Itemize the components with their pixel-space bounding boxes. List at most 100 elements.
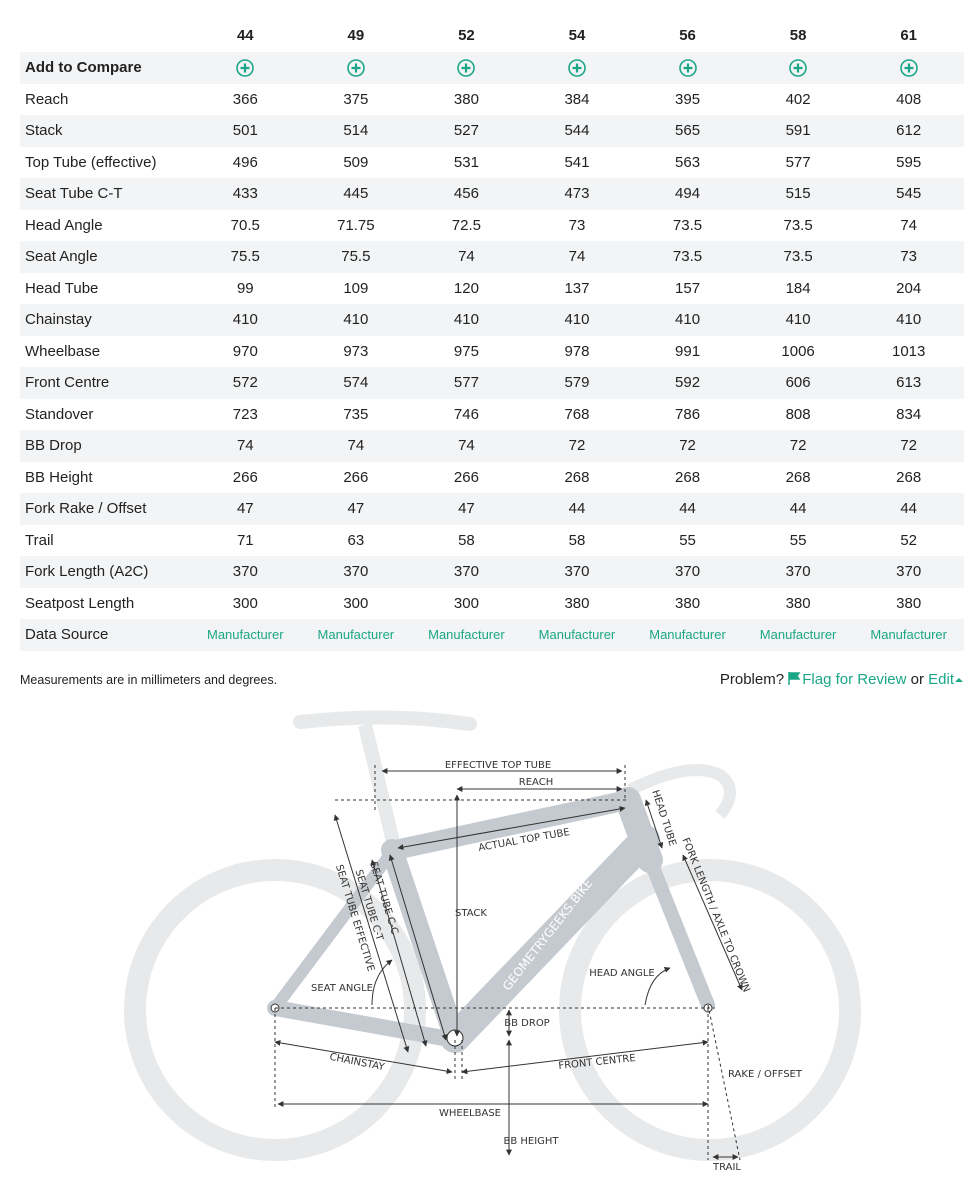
size-header: 44 (236, 26, 254, 44)
source-link[interactable]: Manufacturer (428, 627, 505, 643)
source-cell: Manufacturer (190, 619, 301, 651)
compare-row: Add to Compare (20, 52, 964, 84)
add-compare-button[interactable] (347, 58, 365, 77)
data-row: Head Tube 99 109 120 137 157 184 204 (20, 273, 964, 305)
data-row: Fork Rake / Offset 47 47 47 44 44 44 44 (20, 493, 964, 525)
value-cell: 47 (411, 493, 522, 525)
value-cell: 72 (632, 430, 743, 462)
add-compare-button[interactable] (568, 58, 586, 77)
flag-icon[interactable] (788, 672, 802, 685)
row-label: Seat Angle (20, 241, 190, 273)
value-cell: 410 (521, 304, 633, 336)
value-cell: 266 (453, 468, 479, 486)
value-cell: 157 (675, 279, 701, 297)
value-cell: 72.5 (451, 216, 481, 234)
value-cell: 58 (458, 531, 475, 549)
value-cell: 52 (900, 531, 918, 549)
value-cell: 370 (742, 556, 854, 588)
source-link[interactable]: Manufacturer (649, 627, 726, 643)
dim-label: BB HEIGHT (503, 1136, 559, 1147)
value-cell: 591 (742, 115, 854, 147)
value-cell: 380 (675, 594, 701, 612)
dim-label: WHEELBASE (439, 1108, 501, 1119)
value-cell: 408 (896, 90, 922, 108)
source-link[interactable]: Manufacturer (759, 627, 837, 643)
value-cell: 370 (300, 556, 412, 588)
value-cell: 268 (785, 468, 811, 486)
add-compare-button[interactable] (678, 58, 697, 77)
compare-cell (300, 52, 412, 84)
value-cell: 184 (785, 279, 811, 297)
size-header: 61 (900, 26, 918, 44)
value-cell: 410 (632, 304, 743, 336)
data-row: Head Angle 70.5 71.75 72.5 73 73.5 73.5 74 (20, 210, 964, 242)
data-row: Wheelbase 970 973 975 978 991 1006 1013 (20, 336, 964, 368)
source-link[interactable]: Manufacturer (206, 627, 284, 643)
value-cell: 606 (742, 367, 854, 399)
row-label: Stack (20, 115, 190, 147)
dim-label: HEAD ANGLE (589, 968, 655, 979)
value-cell: 514 (300, 115, 412, 147)
value-cell: 137 (564, 279, 590, 297)
value-cell: 545 (853, 178, 964, 210)
data-row: Standover 723 735 746 768 786 808 834 (20, 399, 964, 431)
value-cell: 768 (564, 405, 590, 423)
value-cell: 544 (521, 115, 633, 147)
value-cell: 410 (742, 304, 854, 336)
value-cell: 975 (453, 342, 479, 360)
source-link[interactable]: Manufacturer (317, 627, 395, 643)
caret-icon[interactable] (954, 676, 964, 684)
row-label: Top Tube (effective) (25, 153, 157, 171)
problem-text: Problem? (719, 671, 785, 688)
dim-label: STACK (455, 908, 487, 919)
value-cell: 970 (232, 342, 258, 360)
dim-label: REACH (519, 777, 553, 788)
compare-cell (521, 52, 633, 84)
value-cell: 456 (411, 178, 522, 210)
add-compare-button[interactable] (899, 58, 918, 77)
add-compare-button[interactable] (457, 58, 476, 77)
dim-label: TRAIL (712, 1162, 741, 1173)
row-label: Seatpost Length (25, 594, 135, 612)
size-header: 54 (568, 26, 586, 44)
edit-link[interactable]: Edit (928, 671, 954, 688)
add-compare-button[interactable] (236, 58, 255, 77)
value-cell: 44 (853, 493, 964, 525)
corner-cell (20, 18, 190, 52)
source-link[interactable]: Manufacturer (538, 627, 616, 643)
value-cell: 73.5 (672, 216, 703, 234)
data-row: BB Height 266 266 266 268 268 268 268 (20, 462, 964, 494)
value-cell: 834 (896, 405, 922, 423)
value-cell: 509 (343, 153, 369, 171)
flag-link[interactable]: Flag for Review (802, 671, 907, 688)
data-row: BB Drop 74 74 74 72 72 72 72 (20, 430, 964, 462)
data-row: Seatpost Length 300 300 300 380 380 380 380 (20, 588, 964, 620)
dim-label: CHAINSTAY (329, 1052, 387, 1074)
value-cell: 74 (900, 216, 918, 234)
value-cell: 786 (675, 405, 701, 423)
value-cell: 410 (411, 304, 522, 336)
value-cell: 300 (453, 594, 479, 612)
value-cell: 380 (453, 90, 479, 108)
value-cell: 370 (521, 556, 633, 588)
value-cell: 300 (343, 594, 369, 612)
source-link[interactable]: Manufacturer (870, 627, 947, 643)
value-cell: 44 (632, 493, 743, 525)
compare-cell (853, 52, 964, 84)
value-cell: 204 (896, 279, 922, 297)
geometry-diagram: EFFECTIVE TOP TUBE REACH HEAD TUBE ACTUA… (124, 710, 861, 1173)
value-cell: 579 (521, 367, 633, 399)
value-cell: 527 (411, 115, 522, 147)
value-cell: 613 (853, 367, 964, 399)
value-cell: 496 (232, 153, 258, 171)
value-cell: 410 (190, 304, 301, 336)
value-cell: 577 (785, 153, 811, 171)
value-cell: 73.5 (783, 216, 813, 234)
add-compare-button[interactable] (789, 58, 807, 77)
size-header: 52 (458, 26, 475, 44)
bike-drawing (124, 710, 861, 1161)
source-cell: Manufacturer (521, 619, 633, 651)
value-cell: 268 (896, 468, 922, 486)
size-header: 58 (789, 26, 807, 44)
